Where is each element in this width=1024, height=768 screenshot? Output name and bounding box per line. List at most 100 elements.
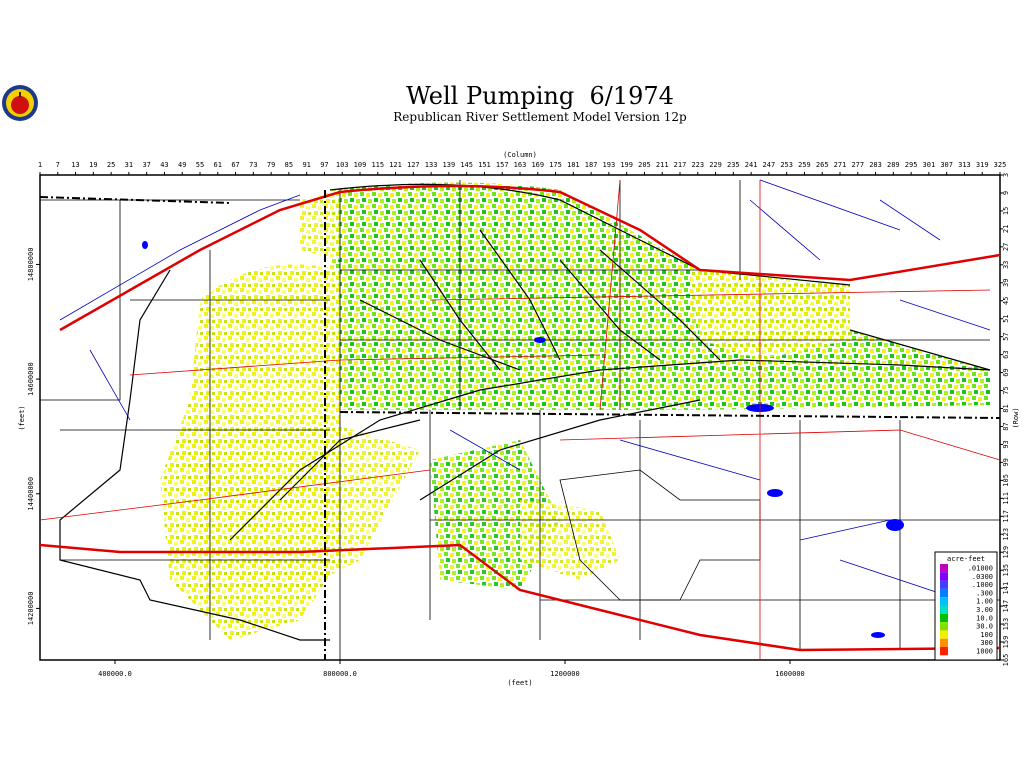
legend-swatch xyxy=(940,613,948,623)
legend-swatch xyxy=(940,605,948,614)
column-tick-label: 253 xyxy=(780,161,793,169)
column-tick-label: 193 xyxy=(603,161,616,169)
state-line xyxy=(39,190,1001,660)
column-tick-label: 79 xyxy=(267,161,275,169)
legend-swatch xyxy=(940,630,948,639)
subtitle: Republican River Settlement Model Versio… xyxy=(393,110,687,124)
row-tick-label: 87 xyxy=(1002,422,1010,430)
column-tick-label: 241 xyxy=(745,161,758,169)
column-tick-label: 145 xyxy=(460,161,473,169)
column-tick-label: 43 xyxy=(160,161,168,169)
row-tick-label: 117 xyxy=(1002,510,1010,523)
legend-label: 1000 xyxy=(976,648,993,656)
title: Well Pumping 6/1974 xyxy=(406,82,674,110)
legend-label: .0300 xyxy=(972,573,993,581)
column-tick-label: 49 xyxy=(178,161,186,169)
column-tick-label: 55 xyxy=(196,161,204,169)
legend-label: 100 xyxy=(980,631,993,639)
legend-label: .01000 xyxy=(968,565,993,573)
row-tick-label: 111 xyxy=(1002,492,1010,505)
column-tick-label: 85 xyxy=(285,161,293,169)
column-tick-label: 199 xyxy=(620,161,633,169)
column-tick-label: 97 xyxy=(320,161,328,169)
row-tick-label: 9 xyxy=(1002,191,1010,195)
row-tick-label: 45 xyxy=(1002,297,1010,305)
row-tick-label: 15 xyxy=(1002,207,1010,215)
column-tick-label: 217 xyxy=(674,161,687,169)
legend-swatch xyxy=(940,564,948,573)
row-tick-label: 105 xyxy=(1002,474,1010,487)
row-tick-label: 27 xyxy=(1002,243,1010,251)
legend-swatch xyxy=(940,588,948,598)
y-feet-label: (feet) xyxy=(18,405,26,430)
row-tick-label: 93 xyxy=(1002,440,1010,448)
column-tick-label: 205 xyxy=(638,161,651,169)
column-tick-label: 319 xyxy=(976,161,989,169)
column-tick-label: 259 xyxy=(798,161,811,169)
column-tick-label: 295 xyxy=(905,161,918,169)
row-tick-label: 123 xyxy=(1002,528,1010,541)
column-tick-label: 211 xyxy=(656,161,669,169)
column-tick-label: 7 xyxy=(56,161,60,169)
row-tick-label: 3 xyxy=(1002,173,1010,177)
column-tick-label: 121 xyxy=(389,161,402,169)
legend-label: .1000 xyxy=(972,581,993,589)
column-tick-label: 307 xyxy=(940,161,953,169)
column-tick-label: 181 xyxy=(567,161,580,169)
row-label: (Row) xyxy=(1012,407,1020,428)
column-tick-label: 175 xyxy=(549,161,562,169)
legend-label: 300 xyxy=(980,639,993,647)
x-tick-label: 1200000 xyxy=(550,670,580,678)
row-tick-label: 63 xyxy=(1002,350,1010,358)
column-tick-label: 67 xyxy=(231,161,239,169)
legend: acre-feet .01000.0300.1000.3001.003.0010… xyxy=(934,551,998,661)
column-tick-label: 37 xyxy=(142,161,150,169)
column-tick-label: 19 xyxy=(89,161,97,169)
row-tick-label: 39 xyxy=(1002,279,1010,287)
column-tick-label: 289 xyxy=(887,161,900,169)
y-tick-label: 14200000 xyxy=(27,592,35,626)
column-tick-label: 109 xyxy=(354,161,367,169)
column-tick-label: 163 xyxy=(514,161,527,169)
x-tick-label: 800000.0 xyxy=(323,670,357,678)
legend-label: 1.00 xyxy=(976,598,993,606)
x-tick-label: 400000.0 xyxy=(98,670,132,678)
column-tick-label: 235 xyxy=(727,161,740,169)
row-tick-label: 141 xyxy=(1002,582,1010,595)
row-tick-label: 153 xyxy=(1002,618,1010,631)
column-tick-label: 301 xyxy=(923,161,936,169)
column-tick-label: 169 xyxy=(531,161,544,169)
column-tick-label: 133 xyxy=(425,161,438,169)
pumping-areas xyxy=(160,182,990,640)
column-tick-label: 31 xyxy=(125,161,133,169)
legend-label: 10.0 xyxy=(976,614,993,622)
column-tick-label: 91 xyxy=(302,161,310,169)
x-feet-label: (feet) xyxy=(507,679,532,687)
column-tick-label: 223 xyxy=(691,161,704,169)
legend-swatch xyxy=(940,647,948,656)
column-tick-label: 127 xyxy=(407,161,420,169)
column-tick-label: 325 xyxy=(994,161,1007,169)
column-tick-label: 247 xyxy=(763,161,776,169)
column-tick-label: 271 xyxy=(834,161,847,169)
column-tick-label: 187 xyxy=(585,161,598,169)
row-tick-label: 21 xyxy=(1002,225,1010,233)
column-tick-label: 115 xyxy=(371,161,384,169)
legend-swatch xyxy=(940,622,948,631)
row-tick-label: 147 xyxy=(1002,600,1010,613)
column-tick-label: 73 xyxy=(249,161,257,169)
legend-swatch xyxy=(940,638,948,647)
column-tick-label: 151 xyxy=(478,161,491,169)
column-tick-label: 277 xyxy=(851,161,864,169)
column-tick-label: 229 xyxy=(709,161,722,169)
column-tick-label: 1 xyxy=(38,161,42,169)
column-tick-label: 103 xyxy=(336,161,349,169)
column-tick-label: 13 xyxy=(71,161,79,169)
row-tick-label: 69 xyxy=(1002,368,1010,376)
legend-swatch xyxy=(940,580,948,589)
row-tick-label: 75 xyxy=(1002,386,1010,394)
column-tick-label: 313 xyxy=(958,161,971,169)
legend-label: 3.00 xyxy=(976,606,993,614)
legend-label: .300 xyxy=(976,589,993,597)
